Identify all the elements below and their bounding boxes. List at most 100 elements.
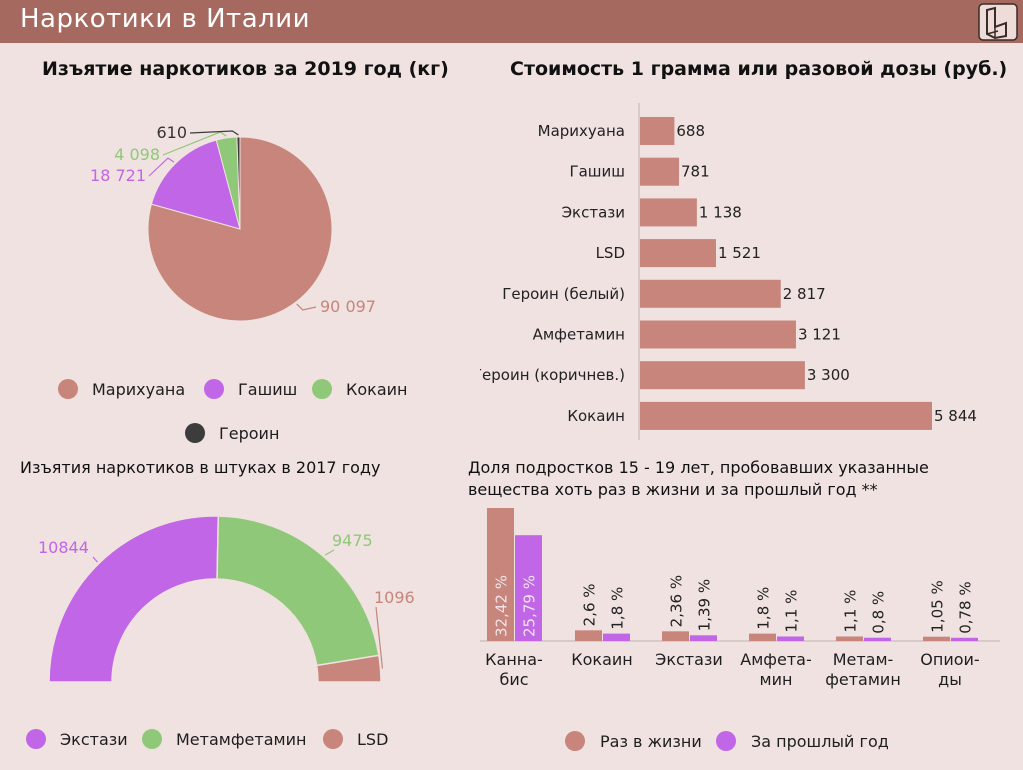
value-label-экстази: 1 138 (699, 203, 742, 221)
bar-экстази-series-1 (690, 635, 717, 641)
legend-marker-кокаин (312, 379, 332, 399)
semicircle-segment-экстази (48, 515, 220, 683)
chart-title-price-per-gram: Стоимость 1 грамма или разовой дозы (руб… (510, 58, 1008, 80)
category-label-амфета-мин-line-0: Амфета- (740, 650, 811, 669)
brand-logo-icon (978, 3, 1018, 41)
bar-экстази (640, 198, 697, 227)
category-label-канна-бис-line-1: бис (499, 670, 528, 689)
value-label-канна-бис-series-0: 32,42 % (493, 575, 511, 637)
bar-chart-price-per-gram: Марихуана 688 Гашиш 781 Экстази 1 138 LSD 1 521… (480, 103, 977, 440)
category-label-гашиш: Гашиш (569, 163, 625, 181)
value-label-кокаин: 5 844 (934, 407, 977, 425)
bar-опиои-ды-series-1 (951, 637, 978, 641)
legend-marker-гашиш (204, 379, 224, 399)
pie-value-марихуана: 90 097 (320, 297, 376, 316)
chart-title-seizures-2017: Изъятия наркотиков в штуках в 2017 году (20, 458, 381, 477)
value-label-амфета-мин-series-0: 1,8 % (755, 587, 773, 630)
category-label-героин-коричнев: Героин (коричнев.) (480, 366, 625, 384)
legend-marker-метамфетамин (142, 729, 162, 749)
bar-канна-бис-series-1 (515, 535, 542, 641)
value-label-опиои-ды-series-1: 0,78 % (957, 581, 975, 633)
bar-кокаин (640, 401, 932, 430)
pie-slice-гашиш (150, 139, 241, 230)
bar-амфета-мин-series-0 (749, 633, 776, 641)
grouped-bar-chart-teen-usage: 32,42 % 25,79 % Канна-бис 2,6 % 1,8 % Кокаин 2… (480, 508, 1000, 751)
legend-marker-lsd (323, 729, 343, 749)
category-label-амфета-мин-line-1: мин (760, 670, 793, 689)
bar-амфетамин (640, 320, 796, 349)
value-label-амфета-мин-series-1: 1,1 % (783, 590, 801, 633)
bar-героин-белый (640, 279, 781, 308)
bar-марихуана (640, 117, 675, 145)
legend-label-гашиш: Гашиш (238, 380, 297, 399)
category-label-кокаин-line-0: Кокаин (571, 650, 632, 669)
legend-marker-раз-в-жизни (565, 731, 585, 751)
chart-title-teen-usage: Доля подростков 15 - 19 лет, пробовавших… (468, 458, 929, 499)
legend-label-героин: Героин (219, 424, 279, 443)
category-label-канна-бис-line-0: Канна- (485, 650, 543, 669)
legend-label-кокаин: Кокаин (346, 380, 407, 399)
bar-героин-коричнев (640, 361, 805, 390)
value-label-экстази-series-1: 1,39 % (696, 579, 714, 631)
bar-экстази-series-0 (662, 631, 689, 641)
semicircle-segment-метамфетамин (216, 515, 380, 667)
bar-кокаин-series-1 (603, 633, 630, 641)
legend-marker-героин (185, 423, 205, 443)
legend-label-за-прошлый-год: За прошлый год (751, 732, 889, 751)
category-label-героин-белый: Героин (белый) (502, 285, 625, 303)
semicircle-value-метамфетамин: 9475 (332, 531, 373, 550)
legend-label-метамфетамин: Метамфетамин (176, 730, 306, 749)
bar-гашиш (640, 157, 680, 186)
bar-метам-фетамин-series-1 (864, 637, 891, 641)
category-label-метам-фетамин-line-0: Метам- (833, 650, 894, 669)
semicircle-segment-lsd (315, 654, 382, 683)
semicircle-value-lsd: 1096 (374, 588, 415, 607)
value-label-метам-фетамин-series-1: 0,8 % (870, 591, 888, 634)
pie-value-кокаин: 4 098 (114, 145, 160, 164)
legend-label-марихуана: Марихуана (92, 380, 185, 399)
category-label-экстази-line-0: Экстази (655, 650, 723, 669)
pie-value-героин: 610 (156, 123, 187, 142)
category-label-экстази: Экстази (562, 203, 625, 221)
value-label-марихуана: 688 (676, 122, 705, 140)
value-label-кокаин-series-1: 1,8 % (609, 587, 627, 630)
value-label-героин-белый: 2 817 (783, 285, 826, 303)
bar-lsd (640, 239, 716, 268)
pie-leader-марихуана (296, 303, 317, 311)
bar-метам-фетамин-series-0 (836, 636, 863, 641)
legend-label-lsd: LSD (357, 730, 388, 749)
semicircle-chart-seizures-2017: 10844 9475 1096 Экстази Метамфетамин LSD (26, 515, 415, 749)
value-label-гашиш: 781 (681, 163, 710, 181)
semicircle-leader-lsd (375, 606, 384, 669)
legend-label-экстази: Экстази (60, 730, 128, 749)
bar-амфета-мин-series-1 (777, 636, 804, 641)
category-label-марихуана: Марихуана (538, 122, 625, 140)
value-label-метам-фетамин-series-0: 1,1 % (842, 590, 860, 633)
value-label-героин-коричнев: 3 300 (807, 366, 850, 384)
pie-value-гашиш: 18 721 (90, 166, 146, 185)
value-label-опиои-ды-series-0: 1,05 % (929, 580, 947, 632)
bar-опиои-ды-series-0 (923, 636, 950, 641)
category-label-метам-фетамин-line-1: фетамин (825, 670, 901, 689)
page-title: Наркотики в Италии (20, 4, 311, 34)
legend-marker-за-прошлый-год (716, 731, 736, 751)
chart-title-seizures-2019: Изъятие наркотиков за 2019 год (кг) (42, 58, 449, 80)
header-banner: Наркотики в Италии (0, 0, 1023, 43)
category-label-опиои-ды-line-0: Опиои- (920, 650, 979, 669)
value-label-экстази-series-0: 2,36 % (668, 575, 686, 627)
legend-label-раз-в-жизни: Раз в жизни (600, 732, 702, 751)
semicircle-leader-метамфетамин (324, 549, 335, 556)
value-label-lsd: 1 521 (718, 244, 761, 262)
pie-slice-героин (236, 136, 241, 230)
category-label-lsd: LSD (596, 244, 625, 262)
pie-leader-героин (189, 130, 239, 136)
pie-leader-гашиш (148, 157, 175, 177)
category-label-опиои-ды-line-1: ды (938, 670, 962, 689)
category-label-кокаин: Кокаин (567, 407, 625, 425)
value-label-канна-бис-series-1: 25,79 % (521, 575, 539, 637)
pie-chart-seizures-2019: 90 097 18 721 4 098 610 Марихуана Гашиш Кокаин… (58, 123, 407, 443)
bar-канна-бис-series-0 (487, 508, 514, 641)
value-label-кокаин-series-0: 2,6 % (581, 583, 599, 626)
legend-marker-экстази (26, 729, 46, 749)
category-label-амфетамин: Амфетамин (533, 326, 625, 344)
